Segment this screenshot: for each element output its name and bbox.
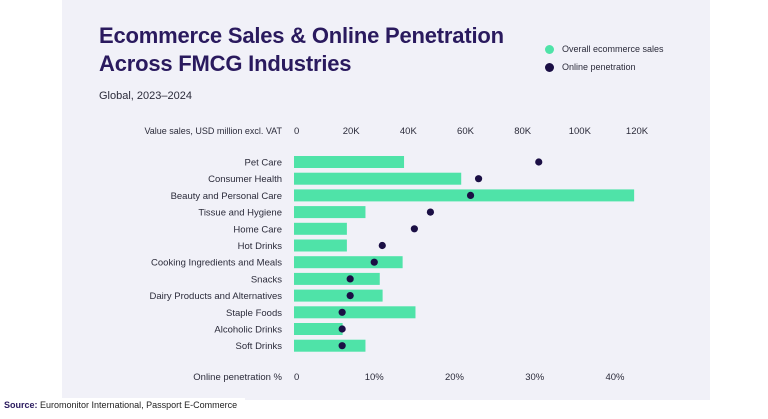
category-label: Snacks xyxy=(251,274,282,285)
bottom-axis-tick-label: 0 xyxy=(294,372,299,383)
point-online-penetration xyxy=(535,158,543,166)
top-axis-tick-label: 100K xyxy=(569,126,592,137)
point-online-penetration xyxy=(466,191,475,199)
point-online-penetration xyxy=(346,292,354,300)
point-online-penetration xyxy=(426,208,435,216)
category-label: Alcoholic Drinks xyxy=(214,325,282,336)
top-axis-label: Value sales, USD million excl. VAT xyxy=(144,126,282,136)
category-label: Consumer Health xyxy=(208,174,282,185)
bottom-axis-tick-label: 20% xyxy=(445,372,465,383)
category-label: Beauty and Personal Care xyxy=(171,191,282,202)
bar-ecommerce-sales xyxy=(294,272,380,285)
legend-swatch-penetration xyxy=(545,62,554,72)
category-label: Cooking Ingredients and Meals xyxy=(151,258,282,269)
legend-label-penetration: Online penetration xyxy=(562,62,636,72)
top-axis-tick-label: 80K xyxy=(514,126,532,137)
bar-ecommerce-sales xyxy=(294,206,366,219)
legend-swatch-sales xyxy=(545,44,554,54)
point-online-penetration xyxy=(474,175,483,183)
legend-label-sales: Overall ecommerce sales xyxy=(562,44,664,54)
point-online-penetration xyxy=(370,258,378,266)
bar-ecommerce-sales xyxy=(294,156,405,168)
category-label: Pet Care xyxy=(245,158,283,169)
category-label: Dairy Products and Alternatives xyxy=(149,291,282,302)
top-axis-tick-label: 40K xyxy=(400,126,418,137)
source-label: Source: xyxy=(4,400,38,410)
category-label: Tissue and Hygiene xyxy=(198,208,282,219)
category-label: Soft Drinks xyxy=(236,341,283,352)
legend: Overall ecommerce sales Online penetrati… xyxy=(545,40,664,76)
point-online-penetration xyxy=(338,342,346,350)
bar-ecommerce-sales xyxy=(294,222,347,235)
bar-ecommerce-sales xyxy=(294,339,366,352)
source-text: Euromonitor International, Passport E-Co… xyxy=(40,400,238,410)
bar-ecommerce-sales xyxy=(294,239,347,252)
top-axis-tick-label: 60K xyxy=(457,126,475,137)
top-axis-tick-label: 120K xyxy=(626,126,649,137)
bottom-axis-tick-label: 40% xyxy=(605,372,625,383)
bottom-axis-tick-label: 10% xyxy=(365,372,385,383)
top-axis-tick-label: 20K xyxy=(343,126,361,137)
point-online-penetration xyxy=(338,325,346,333)
bottom-axis-tick-label: 30% xyxy=(525,372,545,383)
chart-title: Ecommerce Sales & Online Penetration Acr… xyxy=(99,23,504,76)
legend-item-sales: Overall ecommerce sales xyxy=(545,40,664,58)
bar-ecommerce-sales xyxy=(294,189,635,202)
bar-ecommerce-sales xyxy=(294,289,383,302)
point-online-penetration xyxy=(378,241,386,250)
legend-item-penetration: Online penetration xyxy=(545,58,664,76)
point-online-penetration xyxy=(346,275,354,283)
chart-subtitle: Global, 2023–2024 xyxy=(99,90,192,102)
top-axis-tick-label: 0 xyxy=(294,126,299,137)
bar-ecommerce-sales xyxy=(294,172,462,185)
point-online-penetration xyxy=(338,308,346,316)
bar-ecommerce-sales xyxy=(294,306,416,319)
bottom-axis-label: Online penetration % xyxy=(193,372,282,383)
bar-ecommerce-sales xyxy=(294,323,343,335)
category-label: Hot Drinks xyxy=(238,241,283,252)
category-label: Staple Foods xyxy=(226,308,282,319)
bar-ecommerce-sales xyxy=(294,256,403,269)
category-label: Home Care xyxy=(233,224,282,235)
source-note: Source: Euromonitor International, Passp… xyxy=(4,398,246,413)
point-online-penetration xyxy=(410,225,418,233)
